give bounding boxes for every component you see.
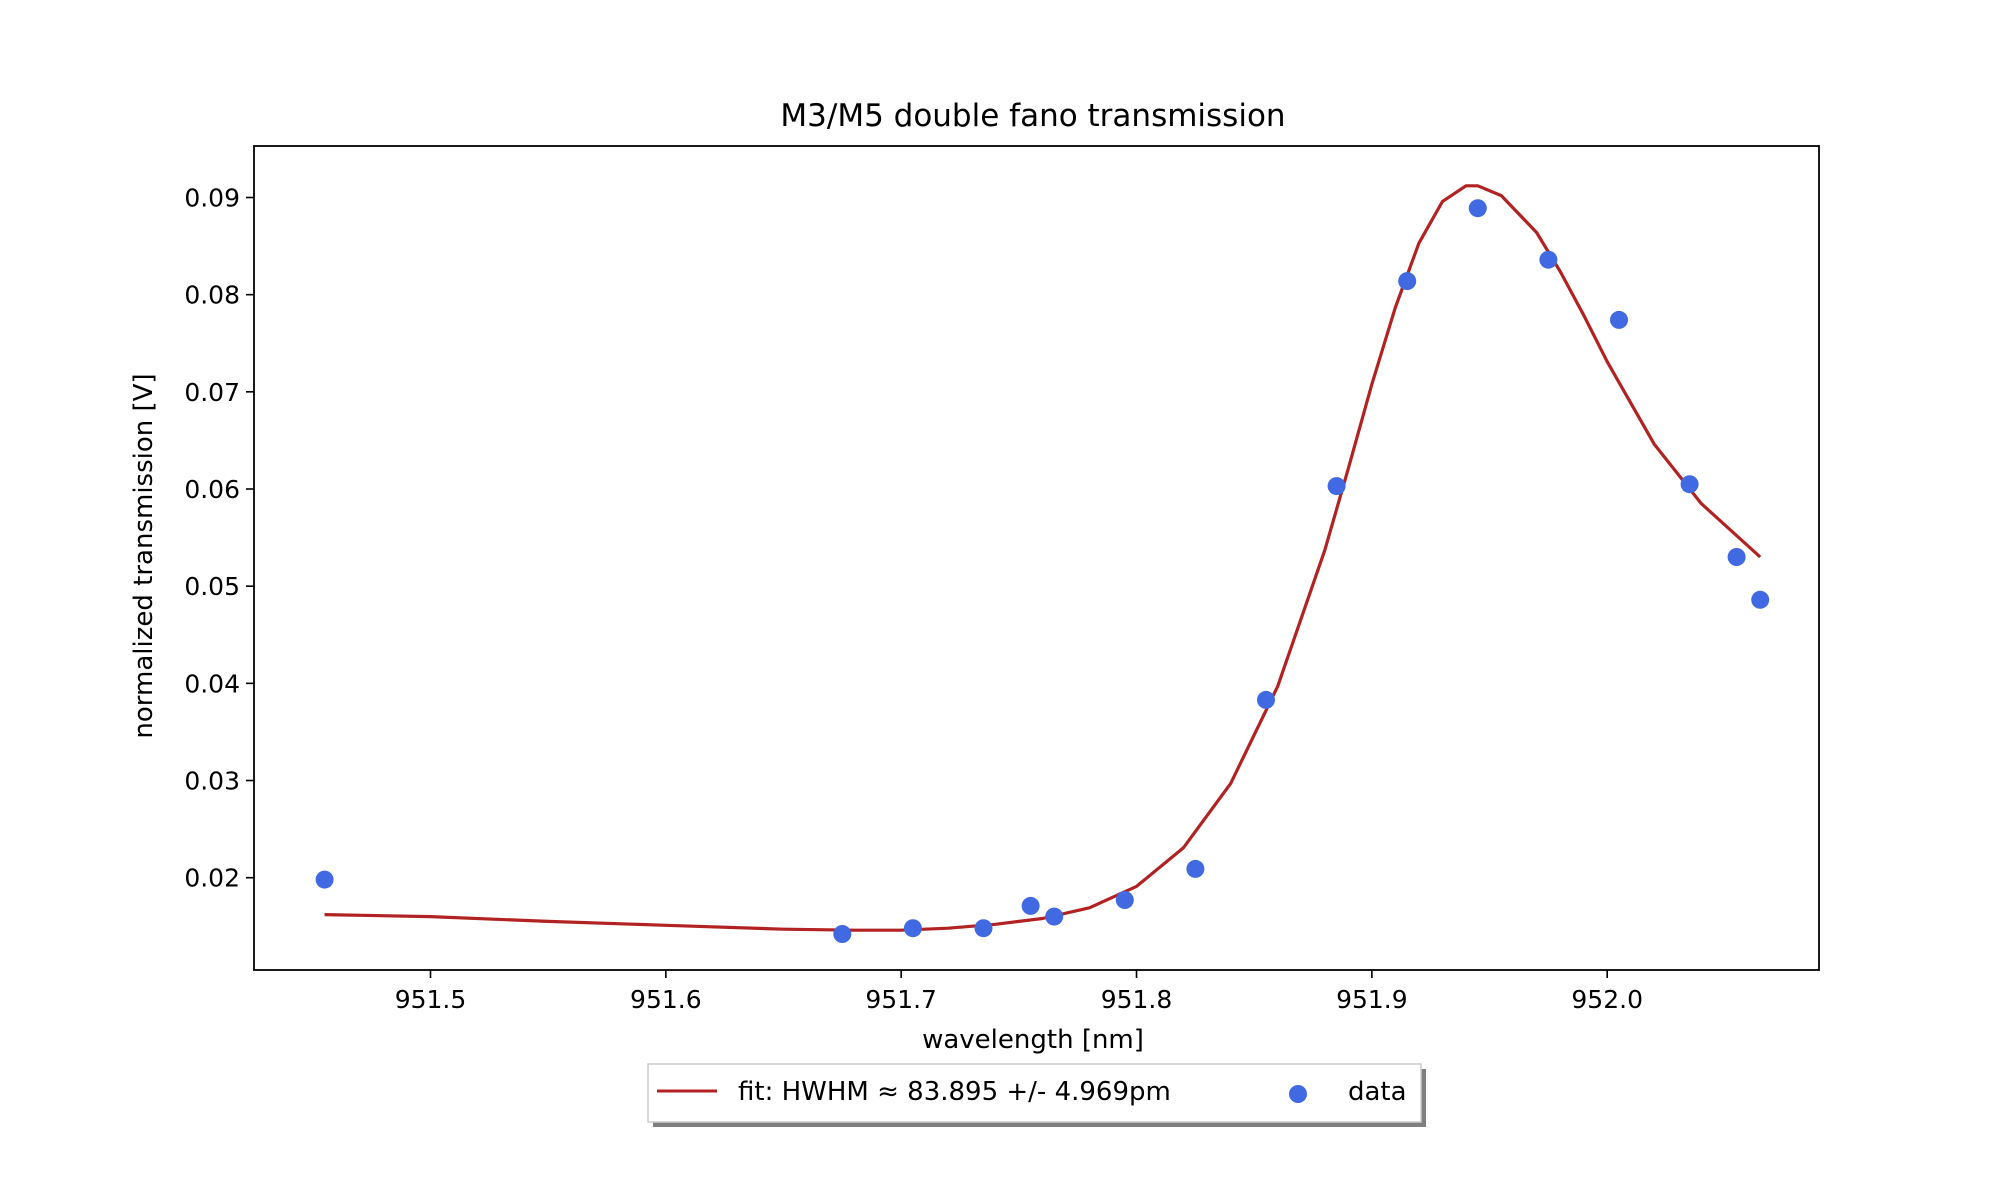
data-point: [1115, 891, 1134, 909]
y-tick-label: 0.06: [184, 475, 240, 504]
y-tick-label: 0.09: [184, 184, 240, 213]
data-point: [1186, 859, 1205, 878]
data-point: [1751, 590, 1770, 609]
fit-curve: [324, 184, 1762, 932]
x-tick-label: 952.0: [1571, 985, 1643, 1014]
x-tick-label: 951.9: [1336, 985, 1408, 1014]
legend-data-marker: [1289, 1085, 1307, 1103]
plot-area: 951.5 951.6 951.7 951.8 951.9 952.0 0.02 0.03 0.…: [184, 145, 1820, 1014]
y-tick-label: 0.03: [184, 767, 240, 796]
data-point: [1021, 896, 1040, 915]
data-point: [1468, 199, 1487, 218]
data-point: [974, 919, 993, 938]
data-point: [315, 870, 334, 889]
legend-fit-label: fit: HWHM ≈ 83.895 +/- 4.969pm: [738, 1077, 1171, 1107]
data-point: [1680, 475, 1699, 494]
chart-title: M3/M5 double fano transmission: [780, 98, 1285, 134]
data-point: [1398, 272, 1417, 291]
x-axis-label: wavelength [nm]: [922, 1025, 1144, 1055]
legend-data-label: data: [1348, 1077, 1407, 1107]
y-tick-label: 0.08: [184, 281, 240, 310]
data-point: [1257, 690, 1275, 709]
y-tick-label: 0.04: [184, 669, 240, 698]
data-point: [1045, 907, 1064, 926]
y-axis-label: normalized transmission [V]: [129, 373, 159, 738]
x-tick-label: 951.5: [395, 985, 467, 1014]
data-point: [1539, 250, 1558, 269]
y-tick-label: 0.05: [184, 572, 240, 601]
data-point: [1610, 310, 1628, 329]
data-point: [1727, 548, 1746, 566]
data-point: [1327, 477, 1346, 496]
x-tick-label: 951.6: [630, 985, 702, 1014]
data-point: [833, 925, 852, 943]
y-tick-label: 0.07: [184, 378, 240, 407]
plot-frame: [253, 145, 1820, 971]
y-tick-label: 0.02: [184, 864, 240, 893]
legend: fit: HWHM ≈ 83.895 +/- 4.969pm data: [647, 1063, 1426, 1127]
data-point: [903, 919, 922, 938]
x-tick-label: 951.7: [865, 985, 937, 1014]
x-tick-label: 951.8: [1101, 985, 1173, 1014]
